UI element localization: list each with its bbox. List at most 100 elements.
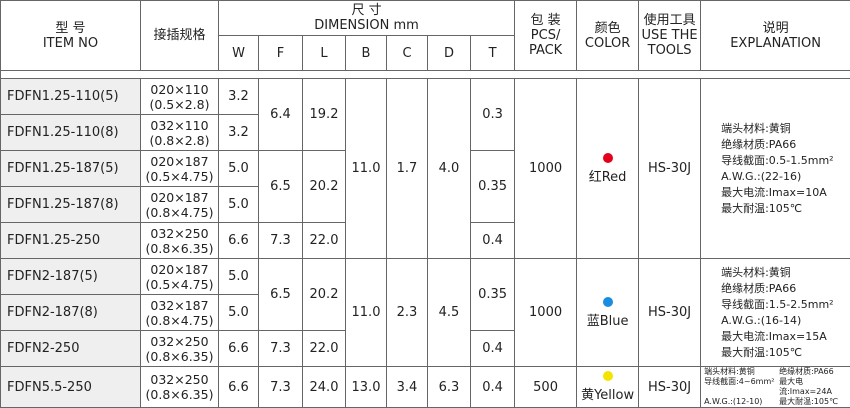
header-dim: D <box>427 35 471 71</box>
explanation-line: 最大电流:Imax=24A <box>779 377 832 396</box>
cell-F: 7.3 <box>258 366 303 408</box>
spacer <box>0 70 850 79</box>
explanation-line: 端头材料:黄铜 <box>721 265 791 279</box>
cell-item: FDFN2-187(5) <box>0 258 141 295</box>
color-name: 蓝Blue <box>586 313 629 329</box>
cell-L: 19.2 <box>302 78 346 151</box>
explanation-line: 导线截面:4~6mm² <box>704 377 775 386</box>
data-row: FDFN1.25-187(8) 020×187 (0.8×4.75) 5.0 <box>0 186 850 223</box>
cell-C: 2.3 <box>386 258 428 367</box>
cell-color: 蓝Blue <box>576 258 640 367</box>
data-row: FDFN5.5-250 032×250 (0.8×6.35) 6.6 7.3 24.0 13… <box>0 366 850 408</box>
header-dimension: 尺 寸 DIMENSION mm <box>217 0 516 36</box>
cell-W: 6.6 <box>218 222 259 259</box>
cell-F: 6.5 <box>258 150 303 223</box>
cell-spec: 020×187 (0.5×4.75) <box>140 150 219 187</box>
spec-line: 032×110 <box>150 117 209 133</box>
cell-explanation: 端头材料:黄铜 绝缘材质:PA66 导线截面:4~6mm² 最大电流:Imax=24A… <box>700 366 850 408</box>
spec-line: (0.8×4.75) <box>145 312 214 328</box>
cell-C: 3.4 <box>386 366 428 408</box>
color-dot <box>602 296 613 307</box>
explanation-line: 绝缘材质:PA66 <box>721 137 797 151</box>
cell-pack: 1000 <box>514 258 578 367</box>
cell-color: 黄Yellow <box>576 366 640 408</box>
explanation-line: A.W.G.:(22-16) <box>721 169 802 183</box>
cell-item: FDFN5.5-250 <box>0 366 141 408</box>
spec-line: 020×187 <box>150 153 209 169</box>
color-name: 黄Yellow <box>581 388 635 403</box>
data-row: FDFN2-187(5) 020×187 (0.5×4.75) 5.0 6.5 20.2 1… <box>0 258 850 367</box>
header-item: 型 号 ITEM NO <box>0 0 141 71</box>
cell-spec: 032×187 (0.8×4.75) <box>140 294 219 331</box>
cell-F: 7.3 <box>258 330 303 367</box>
header-explanation: 说明 EXPLANATION <box>700 0 850 71</box>
cell-spec: 032×250 (0.8×6.35) <box>140 222 219 259</box>
explanation-line: 端头材料:黄铜 <box>704 367 755 377</box>
spec-line: (0.8×6.35) <box>145 348 214 364</box>
explanation-line: 绝缘材质:PA66 <box>779 367 834 377</box>
cell-W: 3.2 <box>218 78 259 115</box>
spec-line: 032×250 <box>150 372 209 387</box>
spec-line: (0.8×6.35) <box>145 240 214 256</box>
data-row: FDFN1.25-187(5) 020×187 (0.5×4.75) 5.0 6.5 20… <box>0 150 850 223</box>
cell-L: 20.2 <box>302 258 346 331</box>
cell-T: 0.4 <box>469 366 516 408</box>
explanation-line: 最大电流:Imax=10A <box>721 185 827 199</box>
header-dim: F <box>258 35 303 71</box>
cell-L: 22.0 <box>302 222 346 259</box>
cell-explanation: 端头材料:黄铜 绝缘材质:PA66 导线截面:0.5-1.5mm² A.W.G.:(2… <box>700 78 850 259</box>
header-dim: W <box>218 35 259 71</box>
cell-T: 0.4 <box>469 330 516 367</box>
color-dot <box>602 152 613 163</box>
cell-D: 4.0 <box>427 78 471 259</box>
cell-D: 4.5 <box>427 258 471 367</box>
color-name: 红Red <box>588 169 627 185</box>
spec-line: 032×187 <box>150 297 209 313</box>
cell-spec: 020×187 (0.8×4.75) <box>140 186 219 223</box>
header-row: 型 号 ITEM NO 接插规格 尺 寸 DIMENSION mm 包 装 PCS/P… <box>0 0 850 71</box>
cell-W: 6.6 <box>218 366 259 408</box>
cell-tools: HS-30J <box>638 366 702 408</box>
cell-item: FDFN1.25-187(5) <box>0 150 141 187</box>
cell-spec: 032×250 (0.8×6.35) <box>140 366 219 408</box>
header-tools: 使用工具 USE THE TOOLS <box>638 0 702 71</box>
cell-item: FDFN1.25-110(8) <box>0 114 141 151</box>
data-row: FDFN1.25-110(5) 020×110 (0.5×2.8) 3.2 6.4 19.… <box>0 78 850 259</box>
cell-T: 0.3 <box>469 78 516 151</box>
cell-F: 6.4 <box>258 78 303 151</box>
cell-pack: 500 <box>514 366 578 408</box>
cell-L: 22.0 <box>302 330 346 367</box>
cell-item: FDFN1.25-250 <box>0 222 141 259</box>
header-pack: 包 装 PCS/PACK <box>514 0 578 71</box>
cell-spec: 032×250 (0.8×6.35) <box>140 330 219 367</box>
spec-line: 032×250 <box>150 225 209 241</box>
explanation-line: A.W.G.:(16-14) <box>721 313 802 327</box>
explanation-line: 最大电流:Imax=15A <box>721 329 827 343</box>
cell-pack: 1000 <box>514 78 578 259</box>
cell-spec: 032×110 (0.8×2.8) <box>140 114 219 151</box>
explanation-lines: 端头材料:黄铜 绝缘材质:PA66 导线截面:1.5-2.5mm² A.W.G.:(1… <box>721 265 850 361</box>
cell-item: FDFN2-187(8) <box>0 294 141 331</box>
explanation-line: 导线截面:0.5-1.5mm² <box>721 153 834 167</box>
spec-line: (0.5×4.75) <box>145 168 214 184</box>
cell-B: 11.0 <box>345 258 387 367</box>
cell-C: 1.7 <box>386 78 428 259</box>
spec-line: 020×110 <box>150 81 209 97</box>
cell-T: 0.4 <box>469 222 516 259</box>
cell-F: 7.3 <box>258 222 303 259</box>
spec-line: (0.8×6.35) <box>145 387 214 402</box>
header-spec: 接插规格 <box>140 0 219 71</box>
color-dot <box>602 371 613 381</box>
cell-tools: HS-30J <box>638 258 702 367</box>
explanation-lines: 端头材料:黄铜 绝缘材质:PA66 导线截面:0.5-1.5mm² A.W.G.:(2… <box>721 121 850 217</box>
explanation-line: A.W.G.:(12-10) <box>704 397 763 406</box>
header-dim: C <box>386 35 428 71</box>
cell-F: 6.5 <box>258 258 303 331</box>
explanation-lines: 端头材料:黄铜 绝缘材质:PA66 导线截面:4~6mm² 最大电流:Imax=24A… <box>704 367 850 407</box>
explanation-line: 最大耐温:105℃ <box>721 201 803 215</box>
cell-W: 3.2 <box>218 114 259 151</box>
